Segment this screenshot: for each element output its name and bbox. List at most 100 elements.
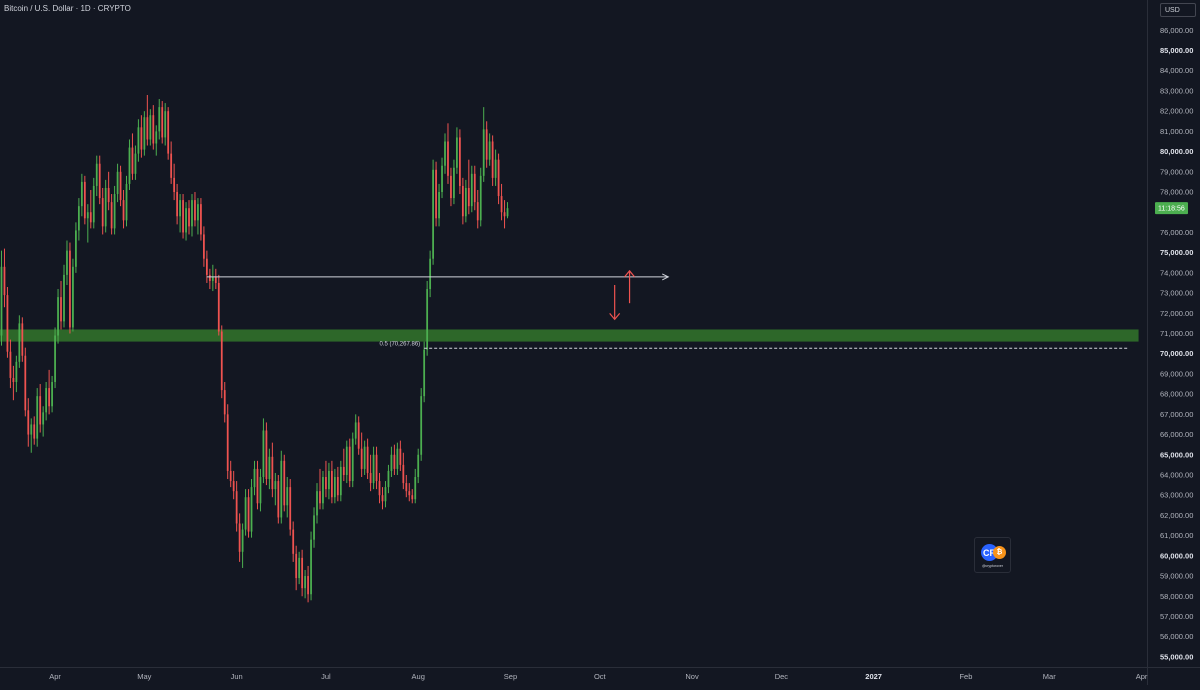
price-tick-label: 70,000.00 (1160, 349, 1193, 358)
candle-body (9, 351, 12, 378)
price-tick-label: 69,000.00 (1160, 369, 1193, 378)
candle-body (458, 137, 461, 186)
candle-body (506, 208, 509, 217)
chart-title: Bitcoin / U.S. Dollar · 1D · CRYPTO (4, 4, 131, 13)
annotations-layer: 0.5 (70,267.86) (206, 269, 1128, 349)
watermark-handle: @cryptorover (981, 564, 1004, 568)
candle-body (229, 470, 232, 482)
candle-body (268, 456, 271, 480)
support-zone-layer (0, 329, 1139, 342)
candle-body (12, 377, 15, 383)
candle-body (149, 115, 152, 140)
candle-body (205, 258, 208, 275)
price-tick-label: 82,000.00 (1160, 107, 1193, 116)
candle-body (319, 491, 321, 504)
candle-body (331, 470, 333, 498)
time-tick-label: May (137, 672, 151, 681)
candle-body (280, 460, 283, 518)
time-tick-label: Jun (231, 672, 243, 681)
candle-body (336, 477, 339, 496)
candle-body (390, 454, 393, 471)
candle-body (286, 487, 289, 506)
candle-body (191, 200, 193, 227)
support-zone (0, 329, 1139, 342)
candle-body (72, 266, 74, 328)
time-tick-label: Feb (959, 672, 972, 681)
candle-body (104, 187, 107, 227)
candle-body (429, 258, 432, 290)
candle-body (152, 115, 155, 144)
price-tick-label: 56,000.00 (1160, 632, 1193, 641)
candle-body (423, 349, 426, 397)
candle-body (122, 200, 125, 221)
candle-body (194, 200, 196, 221)
current-price-badge (1155, 202, 1188, 215)
candle-body (63, 274, 65, 322)
candle-body (301, 557, 304, 589)
price-tick-label: 72,000.00 (1160, 309, 1193, 318)
candle-body (42, 412, 45, 425)
candle-body (503, 212, 506, 217)
candle-body (235, 491, 238, 524)
candle-body (3, 266, 6, 296)
candle-body (143, 117, 146, 150)
candle-body (387, 470, 390, 488)
candle-body (244, 497, 247, 530)
candle-body (253, 468, 256, 488)
candle-body (155, 131, 158, 144)
candle-body (441, 165, 443, 193)
candle-body (476, 202, 479, 221)
candle-body (101, 198, 104, 227)
candle-body (408, 491, 411, 496)
candle-body (182, 200, 184, 233)
candle-body (116, 171, 119, 195)
price-tick-label: 61,000.00 (1160, 531, 1193, 540)
candle-body (500, 196, 503, 213)
candle-body (271, 456, 274, 490)
candle-body (289, 487, 292, 530)
candles-layer (0, 94, 509, 603)
candle-body (432, 169, 434, 259)
candle-body (378, 481, 381, 496)
candle-body (485, 129, 488, 160)
candle-body (167, 111, 170, 154)
candle-body (24, 355, 27, 411)
candle-body (435, 169, 437, 219)
candle-body (295, 553, 298, 579)
candle-body (494, 159, 497, 178)
arrow-up-head (624, 269, 636, 278)
price-tick-label: 80,000.00 (1160, 147, 1193, 156)
candle-body (372, 454, 375, 484)
time-axis[interactable]: Apr May Jun Jul Aug Sep Oct Nov Dec 2027 Feb Mar Apr (49, 672, 1148, 681)
candle-body (411, 495, 414, 500)
price-axis[interactable]: 87,000.0086,000.0085,000.0084,000.0083,0… (1155, 6, 1193, 662)
time-tick-label: 2027 (865, 672, 882, 681)
candle-body (107, 187, 110, 203)
candle-body (0, 266, 3, 336)
time-tick-label: Oct (594, 672, 607, 681)
candle-body (18, 323, 21, 362)
price-tick-label: 65,000.00 (1160, 450, 1193, 459)
candle-body (384, 487, 387, 502)
candle-body (77, 206, 80, 231)
candle-body (426, 289, 429, 350)
candle-body (453, 167, 455, 199)
candle-body (238, 523, 241, 552)
candle-body (402, 464, 405, 484)
candle-body (223, 390, 226, 415)
candle-body (417, 454, 420, 478)
fib-level-label: 0.5 (70,267.86) (379, 341, 420, 347)
candle-body (325, 477, 327, 490)
price-tick-label: 73,000.00 (1160, 289, 1193, 298)
candle-body (351, 438, 354, 482)
candle-body (405, 483, 408, 492)
price-tick-label: 84,000.00 (1160, 66, 1193, 75)
price-tick-label: 62,000.00 (1160, 511, 1193, 520)
price-tick-label: 55,000.00 (1160, 652, 1193, 661)
current-price-countdown: 11:18:56 (1158, 206, 1185, 213)
candle-body (75, 230, 77, 267)
currency-button[interactable]: USD (1160, 3, 1196, 17)
candle-body (200, 204, 202, 235)
